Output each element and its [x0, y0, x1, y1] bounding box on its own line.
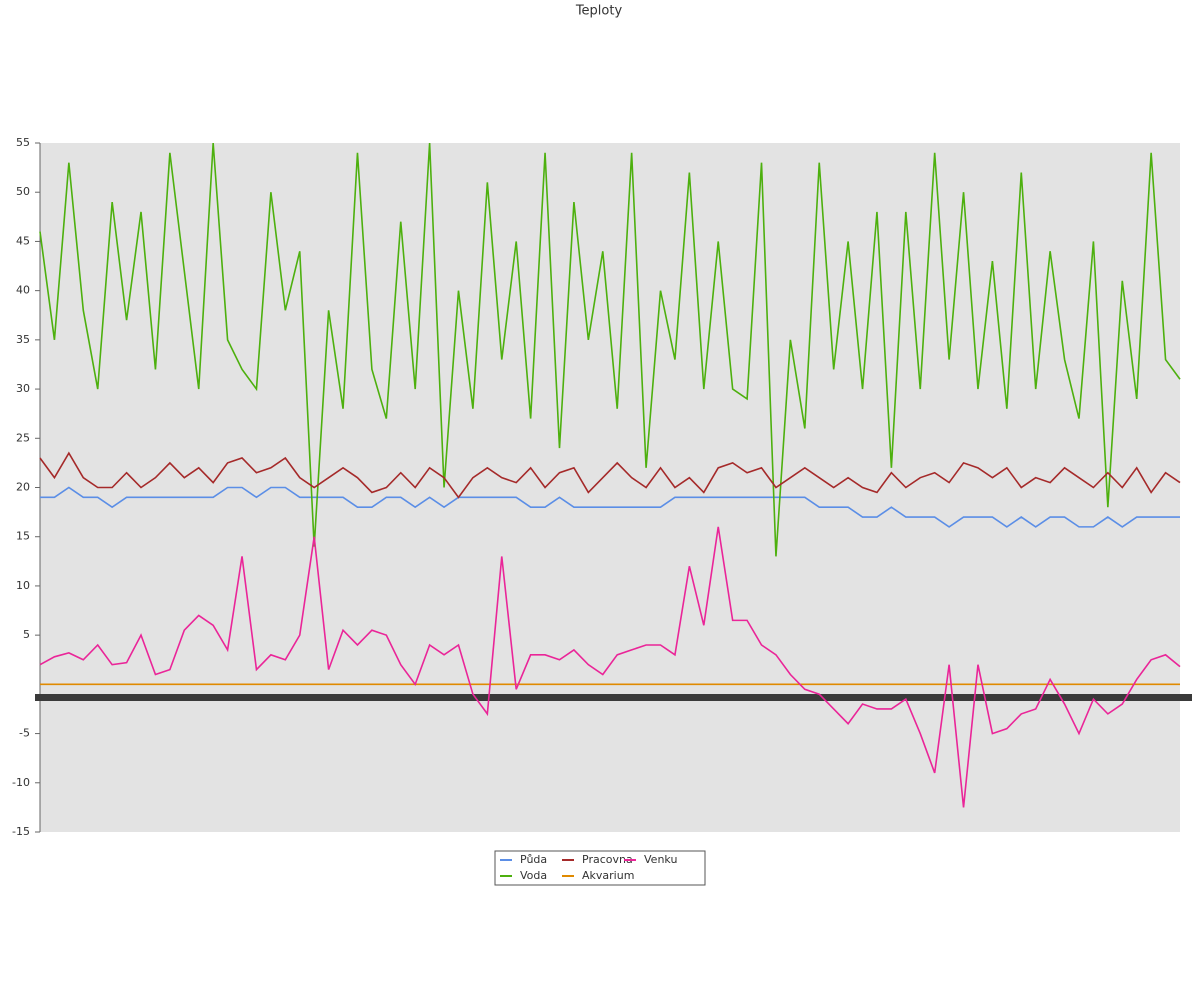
y-tick-label: 30: [16, 382, 30, 395]
legend-label: Voda: [520, 869, 547, 882]
baseline-band: [35, 694, 1192, 701]
y-tick-label: -5: [19, 727, 30, 740]
y-tick-label: 45: [16, 234, 30, 247]
series-line: [40, 486, 1180, 528]
series-line: [39, 142, 1181, 557]
legend-label: Akvarium: [582, 869, 634, 882]
y-tick-label: 25: [16, 431, 30, 444]
legend-label: Pracovna: [582, 853, 633, 866]
series-line: [39, 526, 1181, 808]
y-tick-label: 40: [16, 284, 30, 297]
y-tick-label: 20: [16, 481, 30, 494]
y-tick-label: -10: [12, 776, 30, 789]
legend-label: Půda: [520, 853, 547, 866]
plot-area: [40, 143, 1180, 832]
chart-title: Teploty: [575, 4, 623, 19]
series-line: [39, 451, 1181, 499]
y-tick-label: 15: [16, 530, 30, 543]
legend-label: Venku: [644, 853, 677, 866]
y-tick-label: -15: [12, 825, 30, 838]
y-tick-label: 10: [16, 579, 30, 592]
y-tick-label: 5: [23, 628, 30, 641]
legend: [494, 850, 706, 886]
y-tick-label: 50: [16, 185, 30, 198]
y-tick-label: 35: [16, 333, 30, 346]
y-tick-label: 55: [16, 136, 30, 149]
